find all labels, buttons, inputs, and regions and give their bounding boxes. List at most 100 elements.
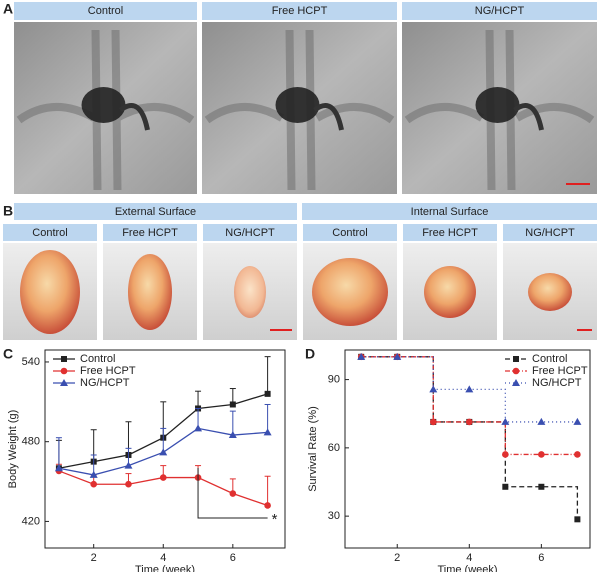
column-header-text: Free HCPT <box>272 5 328 17</box>
tumor <box>128 254 172 330</box>
legend-label: Control <box>532 353 567 365</box>
x-axis-label: Time (week) <box>437 564 497 572</box>
marker <box>159 448 168 456</box>
xray-bladder <box>475 87 520 123</box>
x-tick-label: 6 <box>230 552 236 564</box>
x-tick-label: 4 <box>466 552 472 564</box>
column-header-text: Control <box>32 227 67 239</box>
marker <box>466 418 473 426</box>
column-header-text: Control <box>332 227 367 239</box>
marker <box>89 470 98 478</box>
legend-label: NG/HCPT <box>80 377 130 389</box>
column-header <box>403 224 497 241</box>
marker <box>537 417 546 425</box>
plot-frame <box>44 349 286 549</box>
column-header <box>402 2 597 20</box>
y-tick-label: 60 <box>328 442 340 454</box>
legend-marker <box>60 367 68 375</box>
legend-label: Free HCPT <box>80 365 136 377</box>
group-header <box>302 203 597 220</box>
legend-marker <box>61 356 67 362</box>
panel-label: C <box>3 346 13 362</box>
marker <box>501 417 510 425</box>
marker <box>429 385 438 393</box>
legend-marker <box>512 367 520 375</box>
step-line <box>361 356 579 520</box>
marker <box>429 418 437 426</box>
column-header <box>203 224 297 241</box>
legend-marker <box>60 379 68 386</box>
group-header-text: Internal Surface <box>411 206 489 218</box>
marker <box>264 502 271 509</box>
plot-frame <box>344 349 591 549</box>
column-header-text: NG/HCPT <box>475 5 525 17</box>
tumor <box>234 266 266 318</box>
x-tick-label: 4 <box>160 552 166 564</box>
y-tick-label: 30 <box>328 510 340 522</box>
tumor <box>528 273 572 311</box>
marker <box>538 483 545 490</box>
marker <box>465 385 474 393</box>
column-header <box>103 224 197 241</box>
column-header-text: NG/HCPT <box>225 227 275 239</box>
y-tick-label: 420 <box>22 515 40 527</box>
column-header-text: Free HCPT <box>122 227 178 239</box>
legend-marker <box>513 356 519 362</box>
marker <box>263 428 272 436</box>
xray-bones <box>204 29 395 191</box>
marker <box>264 390 271 397</box>
tumor <box>20 250 80 334</box>
legend-label: Control <box>80 353 115 365</box>
y-tick-label: 540 <box>22 356 40 368</box>
tumor <box>312 258 388 326</box>
group-header <box>14 203 297 220</box>
xray-bones <box>404 29 595 191</box>
column-header <box>503 224 597 241</box>
marker <box>124 461 133 469</box>
x-axis-label: Time (week) <box>135 564 195 572</box>
panel-label: D <box>305 346 315 362</box>
column-header <box>3 224 97 241</box>
legend-label: Free HCPT <box>532 365 588 377</box>
xray-bladder <box>81 87 126 123</box>
marker <box>574 451 581 458</box>
column-header-text: Control <box>88 5 123 17</box>
panel-label: A <box>3 1 13 17</box>
marker <box>573 417 582 425</box>
y-axis-label: Survival Rate (%) <box>307 406 319 492</box>
legend-marker <box>512 379 520 386</box>
xray-duct <box>119 103 150 131</box>
marker <box>502 483 509 490</box>
column-header <box>14 2 197 20</box>
marker <box>229 490 237 497</box>
xray-bladder <box>275 87 320 123</box>
marker <box>194 424 203 432</box>
y-axis-label: Body Weight (g) <box>7 410 19 489</box>
marker <box>538 451 545 458</box>
column-header-text: NG/HCPT <box>525 227 575 239</box>
column-header <box>303 224 397 241</box>
group-header-text: External Surface <box>115 206 196 218</box>
xray-duct <box>313 103 344 131</box>
tumor <box>424 266 476 318</box>
significance-mark: * <box>272 511 278 528</box>
column-header <box>202 2 397 20</box>
x-tick-label: 2 <box>91 552 97 564</box>
panel-label: B <box>3 203 13 219</box>
marker <box>90 480 97 488</box>
y-tick-label: 480 <box>22 436 40 448</box>
marker <box>574 516 581 523</box>
significance-bracket <box>197 468 268 519</box>
marker <box>357 352 366 360</box>
column-header-text: Free HCPT <box>422 227 478 239</box>
marker <box>229 401 236 408</box>
marker <box>125 480 132 488</box>
marker <box>228 431 237 439</box>
marker <box>502 451 509 458</box>
xray-duct <box>513 103 544 131</box>
y-tick-label: 90 <box>328 373 340 385</box>
marker <box>159 474 167 481</box>
x-tick-label: 6 <box>538 552 544 564</box>
legend-label: NG/HCPT <box>532 377 582 389</box>
